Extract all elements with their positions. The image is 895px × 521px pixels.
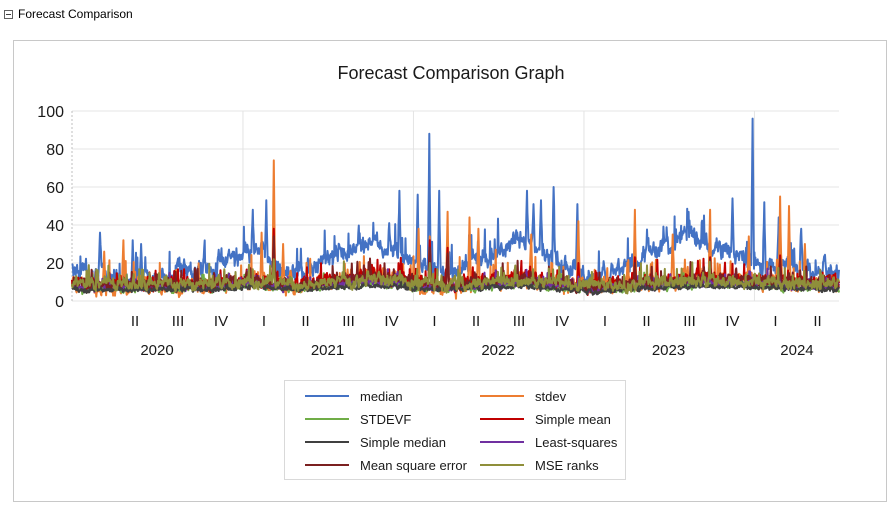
legend-item-mean-square-error[interactable]: Mean square error bbox=[305, 456, 467, 474]
legend-label: Simple median bbox=[360, 434, 446, 450]
x-quarter-label: III bbox=[683, 313, 696, 330]
legend-swatch-stdev bbox=[480, 395, 524, 397]
page-title: Forecast Comparison bbox=[18, 7, 133, 21]
series-line-mse-ranks bbox=[71, 258, 840, 295]
x-quarter-label: IV bbox=[384, 313, 398, 330]
chart-legend: median stdev STDEVF Simple mean Simple m… bbox=[284, 380, 626, 480]
legend-swatch-simple-mean bbox=[480, 418, 524, 420]
y-tick-label: 60 bbox=[46, 180, 64, 197]
chart-title: Forecast Comparison Graph bbox=[337, 63, 565, 83]
x-quarter-label: II bbox=[131, 313, 139, 330]
x-quarter-label: I bbox=[262, 313, 266, 330]
legend-swatch-mse-ranks bbox=[480, 464, 524, 466]
legend-label: STDEVF bbox=[360, 411, 412, 427]
x-quarter-label: IV bbox=[555, 313, 569, 330]
legend-item-stdevf[interactable]: STDEVF bbox=[305, 410, 411, 428]
x-year-label: 2021 bbox=[311, 342, 344, 359]
y-tick-label: 0 bbox=[55, 294, 64, 311]
legend-swatch-simple-median bbox=[305, 441, 349, 443]
collapse-icon[interactable] bbox=[4, 9, 13, 19]
x-quarter-label: II bbox=[642, 313, 650, 330]
legend-swatch-median bbox=[305, 395, 349, 397]
legend-swatch-stdevf bbox=[305, 418, 349, 420]
legend-item-simple-median[interactable]: Simple median bbox=[305, 433, 446, 451]
legend-item-least-squares[interactable]: Least-squares bbox=[480, 433, 617, 451]
legend-label: MSE ranks bbox=[535, 457, 599, 473]
y-tick-label: 80 bbox=[46, 142, 64, 159]
legend-item-stdev[interactable]: stdev bbox=[480, 387, 566, 405]
y-tick-label: 40 bbox=[46, 218, 64, 235]
legend-item-simple-mean[interactable]: Simple mean bbox=[480, 410, 611, 428]
x-quarter-label: III bbox=[342, 313, 355, 330]
x-year-label: 2024 bbox=[780, 342, 813, 359]
x-quarter-label: II bbox=[813, 313, 821, 330]
legend-item-median[interactable]: median bbox=[305, 387, 403, 405]
legend-label: stdev bbox=[535, 388, 567, 404]
x-quarter-label: IV bbox=[214, 313, 228, 330]
legend-item-mse-ranks[interactable]: MSE ranks bbox=[480, 456, 599, 474]
legend-swatch-mean-square-error bbox=[305, 464, 349, 466]
legend-label: Simple mean bbox=[535, 411, 611, 427]
x-quarter-label: III bbox=[513, 313, 526, 330]
legend-label: median bbox=[360, 388, 403, 404]
legend-label: Least-squares bbox=[535, 434, 618, 450]
x-quarter-label: II bbox=[301, 313, 309, 330]
y-tick-label: 20 bbox=[46, 256, 64, 273]
chart-frame: Forecast Comparison Graph 0 20 40 60 80 100 II… bbox=[13, 40, 887, 502]
y-tick-label: 100 bbox=[37, 104, 64, 121]
x-year-label: 2022 bbox=[481, 342, 514, 359]
page-header: Forecast Comparison bbox=[4, 6, 133, 22]
x-quarter-label: II bbox=[472, 313, 480, 330]
series-line-simple-median bbox=[71, 278, 840, 296]
x-year-label: 2020 bbox=[140, 342, 173, 359]
x-quarter-label: I bbox=[773, 313, 777, 330]
legend-swatch-least-squares bbox=[480, 441, 524, 443]
x-quarter-label: III bbox=[172, 313, 185, 330]
x-quarter-label: I bbox=[432, 313, 436, 330]
x-quarter-label: IV bbox=[725, 313, 739, 330]
x-year-label: 2023 bbox=[652, 342, 685, 359]
legend-label: Mean square error bbox=[360, 457, 467, 473]
x-quarter-label: I bbox=[603, 313, 607, 330]
